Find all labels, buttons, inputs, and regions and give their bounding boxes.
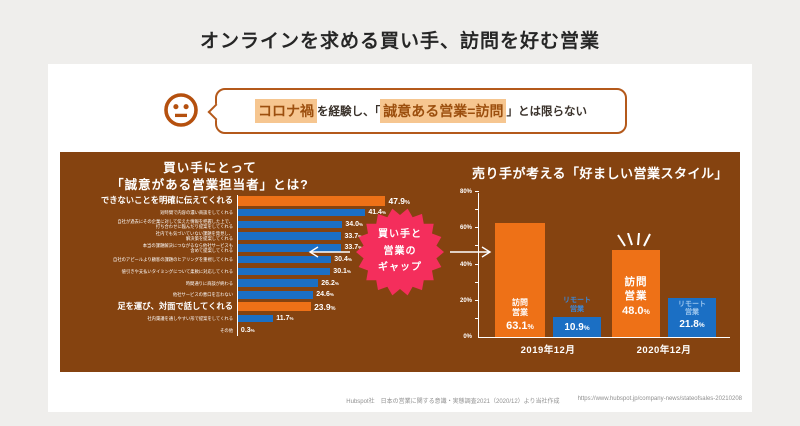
bar-visit-2020: 訪問営業 48.0%: [612, 233, 660, 337]
seller-chart-plot: 0% 20% 40% 60% 80% 訪問営業 63.1% リモート営業 10.…: [460, 189, 730, 356]
bar-value: 33.7%: [344, 232, 363, 240]
bar: [237, 291, 314, 299]
bar-series-label: 訪問営業: [512, 298, 528, 317]
bar-series-label: 訪問営業: [624, 276, 648, 302]
bar-value: 30.4%: [334, 256, 352, 264]
speech-bubble: コロナ禍 を経験し、「 誠意ある営業=訪問 」とは限らない: [207, 88, 627, 134]
bar: [237, 301, 312, 312]
y-tick-label: 80%: [459, 189, 472, 195]
y-tick-label: 0%: [463, 334, 472, 340]
bar-label: 値引きや支払いタイミングについて柔軟に対応してくれる: [121, 268, 233, 274]
bar-series-label: リモート営業: [563, 296, 591, 313]
table-row: 足を運び、対面で話してくれる 23.9%: [72, 301, 432, 313]
callout-text: 」とは限らない: [506, 106, 587, 118]
emphasis-rays-icon: [617, 233, 651, 247]
table-row: 社内でも気づいていない課題を発見し、 解決策を提案してくれる 33.7%: [72, 230, 432, 242]
callout-text: を経験し、「: [317, 106, 381, 118]
bar-label: 社内でも気づいていない課題を発見し、 解決策を提案してくれる: [155, 230, 233, 242]
bar-value: 33.7%: [344, 244, 363, 252]
content-card: コロナ禍 を経験し、「 誠意ある営業=訪問 」とは限らない 買い手にとって 「誠…: [48, 64, 752, 412]
bar: [237, 267, 331, 276]
bar-value: 26.2%: [321, 279, 339, 287]
buyer-chart-rows: できないことを明確に伝えてくれる 47.9% 短時間で内容の濃い商談をしてくれる…: [72, 195, 432, 336]
source-citation: Hubspot社 日本の営業に関する意識・実態調査2021（2020/12）より…: [346, 396, 742, 405]
chart-panel: 買い手にとって 「誠意がある営業担当者」とは? できないことを明確に伝えてくれる…: [60, 152, 740, 372]
seller-chart: 売り手が考える「好ましい営業スタイル」 0% 20% 40% 60% 80% 訪…: [460, 152, 740, 372]
bar-label: 自社が過去にその企業に対して伝えた情報を把握した上で、 打ち合わせに臨んだり提案…: [117, 219, 233, 230]
bar-value: 11.7%: [276, 314, 294, 322]
bar-series-label: リモート営業: [678, 300, 706, 317]
table-row: 時間通りに商談が終わる 26.2%: [72, 277, 432, 289]
bar-label: できないことを明確に伝えてくれる: [100, 194, 233, 205]
bar-value: 63.1%: [506, 320, 534, 332]
speech-bubble-notch: [207, 103, 225, 121]
axis-baseline: [237, 195, 238, 336]
bar-value: 24.6%: [316, 291, 334, 299]
bar: [237, 208, 366, 217]
bar-value: 34.0%: [345, 220, 364, 228]
gap-burst-label: 買い手と 営業の ギャップ: [378, 229, 422, 274]
y-tick-label: 60%: [459, 225, 472, 232]
x-axis-label-2020: 2020年12月: [636, 345, 692, 356]
bar: [237, 314, 274, 323]
bar-value: 23.9%: [314, 301, 336, 312]
bar-value: 21.8%: [679, 319, 705, 330]
bar-value: 41.4%: [368, 209, 386, 217]
table-row: その他 0.3%: [72, 324, 432, 336]
bar-label: 社内稟議を通しやすい形で提案をしてくれる: [147, 315, 233, 321]
bar-value: 0.3%: [240, 326, 255, 334]
source-url: https://www.hubspot.jp/company-news/stat…: [577, 396, 742, 402]
bar-visit-2019: 訪問営業 63.1%: [495, 222, 545, 337]
bar: [237, 279, 319, 287]
page-title: オンラインを求める買い手、訪問を好む営業: [199, 31, 600, 52]
table-row: 短時間で内容の濃い商談をしてくれる 41.4%: [72, 207, 432, 219]
bar: [237, 220, 343, 229]
bar-value: 48.0%: [622, 304, 650, 317]
y-tick-label: 20%: [459, 297, 472, 304]
buyer-chart-title: 買い手にとって 「誠意がある営業担当者」とは?: [111, 161, 309, 192]
neutral-face-icon: [164, 93, 198, 127]
seller-chart-title: 売り手が考える「好ましい営業スタイル」: [471, 166, 729, 181]
bar-label: 自社のアピールより顧客の課題のヒアリングを重視してくれる: [113, 257, 233, 263]
table-row: できないことを明確に伝えてくれる 47.9%: [72, 195, 432, 207]
table-row: 本当の課題解決につながるなら他社サービスも 含めて提案してくれる 33.7%: [72, 242, 432, 254]
bar-label: 時間通りに商談が終わる: [185, 280, 233, 286]
bar-label: 短時間で内容の濃い商談をしてくれる: [160, 210, 233, 216]
right-arrow-icon: [450, 246, 492, 258]
callout-highlight: 誠意ある営業=訪問: [380, 99, 507, 123]
table-row: 自社のアピールより顧客の課題のヒアリングを重視してくれる 30.4%: [72, 254, 432, 266]
bar-value: 47.9%: [388, 195, 410, 206]
source-text: Hubspot社 日本の営業に関する意識・実態調査2021（2020/12）より…: [346, 399, 560, 405]
bar: [237, 232, 342, 240]
x-axis-label-2019: 2019年12月: [520, 345, 576, 356]
bar-label: 本当の課題解決につながるなら他社サービスも 含めて提案してくれる: [142, 242, 233, 253]
table-row: 自社が過去にその企業に対して伝えた情報を把握した上で、 打ち合わせに臨んだり提案…: [72, 219, 432, 231]
bar-remote-2019: リモート営業 10.9%: [553, 297, 601, 337]
bar: [237, 196, 386, 206]
callout-highlight: コロナ禍: [255, 99, 318, 123]
table-row: 他社サービスの悪口を言わない 24.6%: [72, 289, 432, 301]
left-arrow-icon: [308, 246, 350, 258]
bar-label: その他: [220, 327, 233, 333]
bar-label: 他社サービスの悪口を言わない: [172, 292, 233, 298]
bar-value: 30.1%: [333, 267, 351, 275]
buyer-chart: 買い手にとって 「誠意がある営業担当者」とは? できないことを明確に伝えてくれる…: [60, 152, 410, 372]
bar: [237, 244, 342, 252]
table-row: 値引きや支払いタイミングについて柔軟に対応してくれる 30.1%: [72, 266, 432, 278]
table-row: 社内稟議を通しやすい形で提案をしてくれる 11.7%: [72, 313, 432, 325]
bar-label: 足を運び、対面で話してくれる: [117, 300, 233, 311]
y-tick-label: 40%: [459, 261, 472, 268]
bar-remote-2020: リモート営業 21.8%: [668, 297, 716, 337]
bar-value: 10.9%: [564, 321, 590, 333]
bar: [237, 255, 332, 264]
